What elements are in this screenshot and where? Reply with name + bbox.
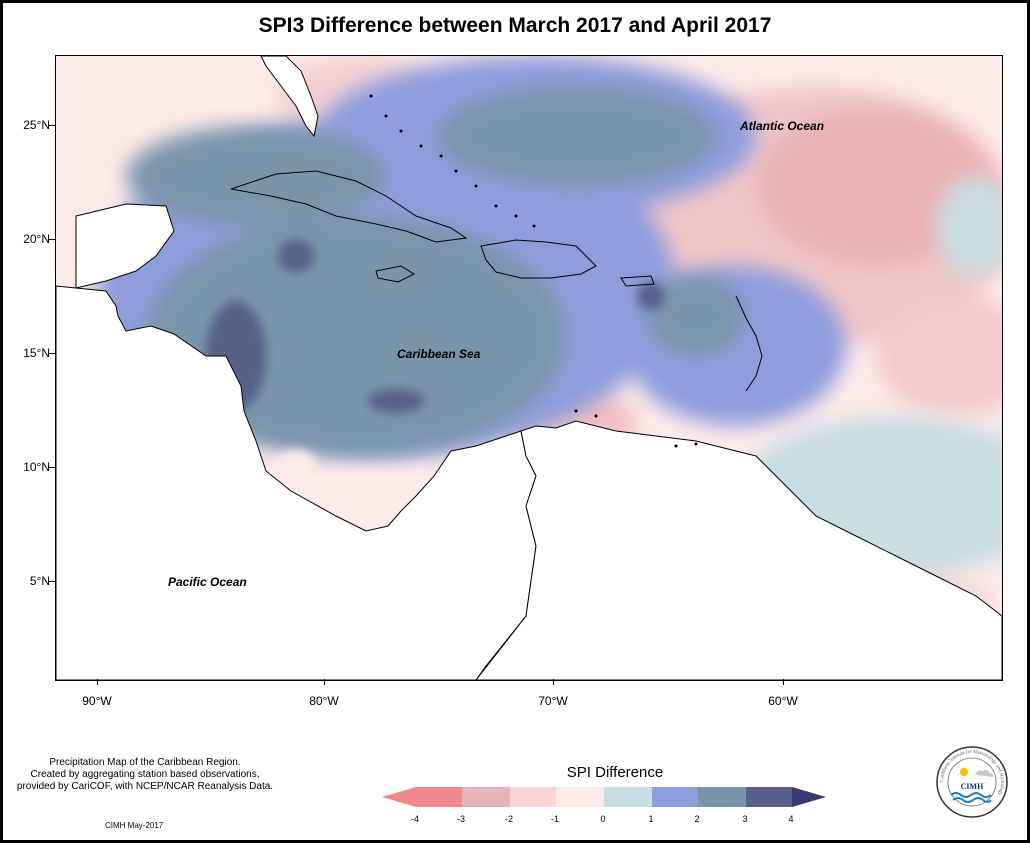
y-tick-10n xyxy=(49,467,55,468)
legend-swatch xyxy=(416,787,462,807)
legend-swatch xyxy=(698,787,746,807)
legend-swatch xyxy=(556,787,604,807)
legend-arrow-high xyxy=(792,787,826,807)
x-label-70w: 70°W xyxy=(538,694,568,708)
x-label-90w: 90°W xyxy=(82,694,112,708)
pacific-ocean-label: Pacific Ocean xyxy=(168,575,247,589)
legend-label: 4 xyxy=(788,814,794,824)
land-layer xyxy=(56,56,1002,680)
y-tick-5n xyxy=(49,581,55,582)
jamaica-outline xyxy=(375,265,416,283)
cimh-logo: CIMH Caribbean Institute for Meteorology… xyxy=(936,746,1008,818)
legend-arrow-low xyxy=(382,787,416,807)
map-description: Precipitation Map of the Caribbean Regio… xyxy=(0,757,290,793)
x-tick-70w xyxy=(553,679,554,685)
cloud-icon xyxy=(975,769,994,777)
map-panel xyxy=(55,55,1003,681)
y-label-10n: 10°N xyxy=(23,460,50,474)
lesser-antilles-outline xyxy=(735,295,763,392)
legend-label: -1 xyxy=(550,814,559,824)
x-tick-60w xyxy=(783,679,784,685)
credit-text: CIMH May-2017 xyxy=(105,821,164,830)
cuba-outline xyxy=(230,170,468,243)
sun-icon xyxy=(960,768,968,776)
x-tick-80w xyxy=(324,679,325,685)
y-label-15n: 15°N xyxy=(23,346,50,360)
hispaniola-outline xyxy=(480,239,597,279)
color-legend-bar xyxy=(382,787,826,807)
islands-layer xyxy=(230,170,763,392)
legend-label: 3 xyxy=(742,814,748,824)
legend-swatch xyxy=(462,787,510,807)
puerto-rico-outline xyxy=(620,275,655,287)
legend-label: 0 xyxy=(600,814,606,824)
spi-difference-map xyxy=(56,56,1002,680)
legend-label: -4 xyxy=(410,814,419,824)
legend-swatch xyxy=(652,787,698,807)
atlantic-ocean-label: Atlantic Ocean xyxy=(740,119,825,133)
map-title: SPI3 Difference between March 2017 and A… xyxy=(258,14,772,37)
legend-label: -2 xyxy=(504,814,513,824)
y-label-25n: 25°N xyxy=(23,118,50,132)
x-label-60w: 60°W xyxy=(768,694,798,708)
wave-icon xyxy=(950,792,992,798)
note-line: provided by CariCOF, with NCEP/NCAR Rean… xyxy=(16,781,274,792)
x-tick-90w xyxy=(97,679,98,685)
wave-icon xyxy=(952,797,992,803)
note-line: Created by aggregating station based obs… xyxy=(30,769,260,780)
legend-swatch xyxy=(604,787,652,807)
y-tick-25n xyxy=(49,125,55,126)
legend-label: 2 xyxy=(694,814,700,824)
legend-label: -3 xyxy=(456,814,465,824)
y-label-5n: 5°N xyxy=(29,574,50,588)
note-line: Precipitation Map of the Caribbean Regio… xyxy=(49,757,241,768)
legend-swatch xyxy=(746,787,792,807)
y-tick-20n xyxy=(49,239,55,240)
legend-label: 1 xyxy=(648,814,654,824)
y-label-20n: 20°N xyxy=(23,232,50,246)
y-tick-15n xyxy=(49,353,55,354)
logo-acronym: CIMH xyxy=(961,782,984,791)
x-label-80w: 80°W xyxy=(309,694,339,708)
legend-title: SPI Difference xyxy=(566,764,664,781)
island-dots xyxy=(369,94,698,448)
legend-swatch xyxy=(510,787,556,807)
caribbean-sea-label: Caribbean Sea xyxy=(397,347,481,361)
